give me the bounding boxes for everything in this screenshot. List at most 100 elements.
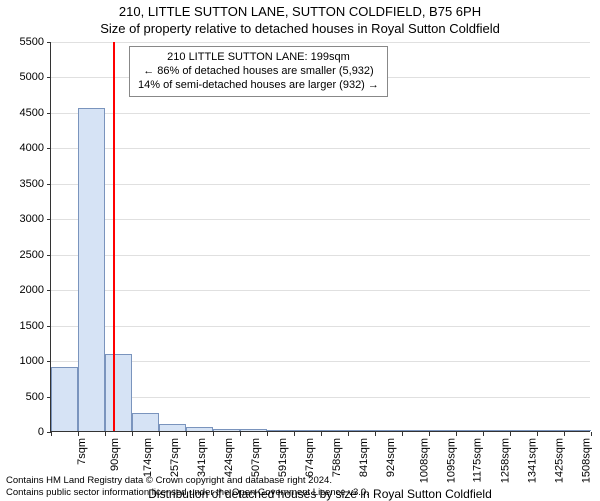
marker-line (113, 42, 115, 431)
histogram-bar (132, 413, 159, 431)
xtick-mark (186, 432, 187, 436)
xtick-mark (510, 432, 511, 436)
ytick-mark (47, 148, 51, 149)
histogram-bar (78, 108, 105, 431)
xtick-label: 1425sqm (553, 438, 565, 483)
xtick-label: 591sqm (277, 438, 289, 477)
xtick-label: 90sqm (109, 438, 121, 471)
ytick-mark (47, 326, 51, 327)
xtick-mark (429, 432, 430, 436)
xtick-label: 507sqm (250, 438, 262, 477)
xtick-mark (213, 432, 214, 436)
gridline (51, 113, 590, 114)
histogram-bar (240, 429, 267, 431)
xtick-mark (402, 432, 403, 436)
xtick-mark (267, 432, 268, 436)
ytick-label: 4000 (0, 142, 44, 154)
ytick-label: 4500 (0, 107, 44, 119)
ytick-mark (47, 290, 51, 291)
xtick-label: 1008sqm (418, 438, 430, 483)
gridline (51, 184, 590, 185)
histogram-bar (375, 430, 402, 431)
xtick-mark (375, 432, 376, 436)
ytick-mark (47, 219, 51, 220)
xtick-mark (132, 432, 133, 436)
ytick-label: 3500 (0, 178, 44, 190)
histogram-bar (483, 430, 510, 431)
xtick-label: 257sqm (169, 438, 181, 477)
gridline (51, 148, 590, 149)
ytick-label: 5000 (0, 71, 44, 83)
page-subtitle: Size of property relative to detached ho… (0, 19, 600, 36)
ytick-mark (47, 113, 51, 114)
histogram-bar (402, 430, 429, 431)
histogram-bar (213, 429, 240, 431)
xtick-mark (483, 432, 484, 436)
xtick-label: 1175sqm (471, 438, 483, 482)
histogram-bar (186, 427, 213, 431)
xtick-label: 174sqm (142, 438, 154, 477)
callout-line-1: 210 LITTLE SUTTON LANE: 199sqm (138, 51, 379, 65)
xtick-label: 1341sqm (526, 438, 538, 483)
ytick-label: 2500 (0, 249, 44, 261)
gridline (51, 255, 590, 256)
ytick-label: 3000 (0, 213, 44, 225)
xtick-mark (321, 432, 322, 436)
histogram-bar (321, 430, 348, 431)
gridline (51, 290, 590, 291)
xtick-label: 1508sqm (580, 438, 592, 483)
xtick-mark (537, 432, 538, 436)
gridline (51, 326, 590, 327)
xtick-label: 841sqm (358, 438, 370, 477)
histogram-bar (429, 430, 456, 431)
xtick-mark (51, 432, 52, 436)
histogram-bar (510, 430, 537, 431)
callout-line-3: 14% of semi-detached houses are larger (… (138, 79, 379, 93)
histogram-bar (348, 430, 375, 431)
ytick-mark (47, 42, 51, 43)
xtick-label: 7sqm (76, 438, 88, 465)
callout-box: 210 LITTLE SUTTON LANE: 199sqm← 86% of d… (129, 46, 388, 97)
xtick-label: 758sqm (331, 438, 343, 477)
xtick-mark (456, 432, 457, 436)
histogram-bar (51, 367, 78, 431)
xtick-mark (78, 432, 79, 436)
callout-line-2: ← 86% of detached houses are smaller (5,… (138, 65, 379, 79)
xtick-label: 674sqm (304, 438, 316, 477)
ytick-mark (47, 77, 51, 78)
ytick-label: 2000 (0, 284, 44, 296)
page-title: 210, LITTLE SUTTON LANE, SUTTON COLDFIEL… (0, 0, 600, 19)
xtick-mark (348, 432, 349, 436)
histogram-bar (537, 430, 564, 431)
ytick-label: 1500 (0, 320, 44, 332)
ytick-mark (47, 184, 51, 185)
xtick-mark (105, 432, 106, 436)
ytick-label: 0 (0, 426, 44, 438)
chart-container: Number of detached properties 7sqm90sqm1… (50, 42, 590, 432)
ytick-mark (47, 361, 51, 362)
histogram-bar (267, 430, 294, 431)
xtick-mark (564, 432, 565, 436)
footer-attribution: Contains HM Land Registry data © Crown c… (6, 475, 369, 498)
histogram-bar (564, 430, 591, 431)
footer-line-2: Contains public sector information licen… (6, 487, 369, 498)
xtick-mark (294, 432, 295, 436)
xtick-mark (159, 432, 160, 436)
plot-area: 7sqm90sqm174sqm257sqm341sqm424sqm507sqm5… (50, 42, 590, 432)
xtick-label: 924sqm (385, 438, 397, 477)
xtick-label: 1258sqm (499, 438, 511, 483)
xtick-label: 424sqm (223, 438, 235, 477)
gridline (51, 42, 590, 43)
ytick-label: 500 (0, 391, 44, 403)
gridline (51, 219, 590, 220)
ytick-label: 1000 (0, 355, 44, 367)
xtick-label: 1095sqm (445, 438, 457, 483)
xtick-label: 341sqm (196, 438, 208, 477)
ytick-label: 5500 (0, 36, 44, 48)
histogram-bar (159, 424, 186, 431)
histogram-bar (105, 354, 132, 431)
xtick-mark (240, 432, 241, 436)
ytick-mark (47, 255, 51, 256)
xtick-mark (591, 432, 592, 436)
histogram-bar (294, 430, 321, 431)
